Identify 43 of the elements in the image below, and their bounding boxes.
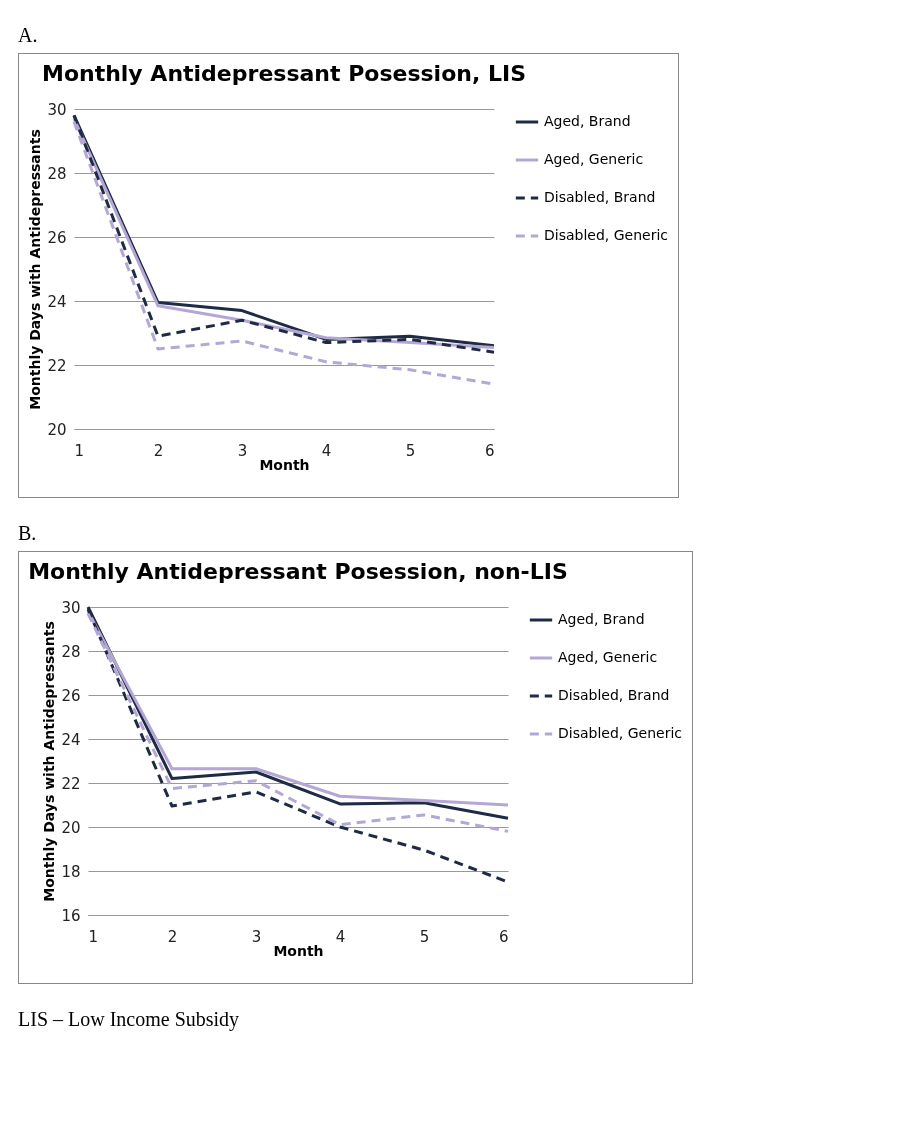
x-tick-label: 4 [321, 441, 332, 460]
x-tick-label: 2 [167, 927, 178, 946]
legend-label: Aged, Generic [544, 151, 644, 167]
x-tick-label: 2 [153, 441, 164, 460]
legend-label: Aged, Brand [558, 611, 645, 627]
y-tick-label: 24 [47, 292, 67, 311]
y-tick-label: 22 [47, 356, 67, 375]
legend-label: Disabled, Generic [544, 227, 669, 243]
y-tick-label: 26 [47, 228, 67, 247]
x-tick-label: 3 [251, 927, 262, 946]
legend-label: Disabled, Brand [558, 687, 670, 703]
text: LIS – Low Income Subsidy [18, 1008, 241, 1031]
y-tick-label: 22 [61, 774, 81, 793]
y-axis-title: Monthly Days with Antidepressants [27, 129, 44, 410]
x-tick-label: 6 [498, 927, 509, 946]
y-tick-label: 24 [61, 730, 81, 749]
x-axis-title: Month [273, 942, 324, 959]
y-tick-label: 26 [61, 686, 81, 705]
x-axis-title: Month [259, 456, 310, 473]
x-tick-label: 3 [237, 441, 248, 460]
x-tick-label: 5 [419, 927, 430, 946]
x-tick-label: 4 [335, 927, 346, 946]
y-tick-label: 30 [47, 100, 67, 119]
y-tick-label: 20 [47, 420, 67, 439]
y-tick-label: 28 [61, 642, 81, 661]
y-tick-label: 20 [61, 818, 81, 837]
chart-title: Monthly Antidepressant Posession, LIS [41, 61, 527, 86]
x-tick-label: 5 [405, 441, 416, 460]
text: B. [18, 522, 38, 545]
legend-label: Disabled, Generic [558, 725, 683, 741]
x-tick-label: 6 [484, 441, 495, 460]
chart-title: Monthly Antidepressant Posession, non-LIS [28, 559, 568, 584]
x-tick-label: 1 [74, 441, 85, 460]
y-tick-label: 28 [47, 164, 67, 183]
text: A. [18, 24, 39, 47]
y-tick-label: 16 [61, 906, 81, 925]
x-tick-label: 1 [88, 927, 99, 946]
y-tick-label: 30 [61, 598, 81, 617]
legend-label: Aged, Generic [558, 649, 658, 665]
y-axis-title: Monthly Days with Antidepressants [41, 621, 58, 902]
legend-label: Aged, Brand [544, 113, 631, 129]
legend-label: Disabled, Brand [544, 189, 656, 205]
y-tick-label: 18 [61, 862, 81, 881]
